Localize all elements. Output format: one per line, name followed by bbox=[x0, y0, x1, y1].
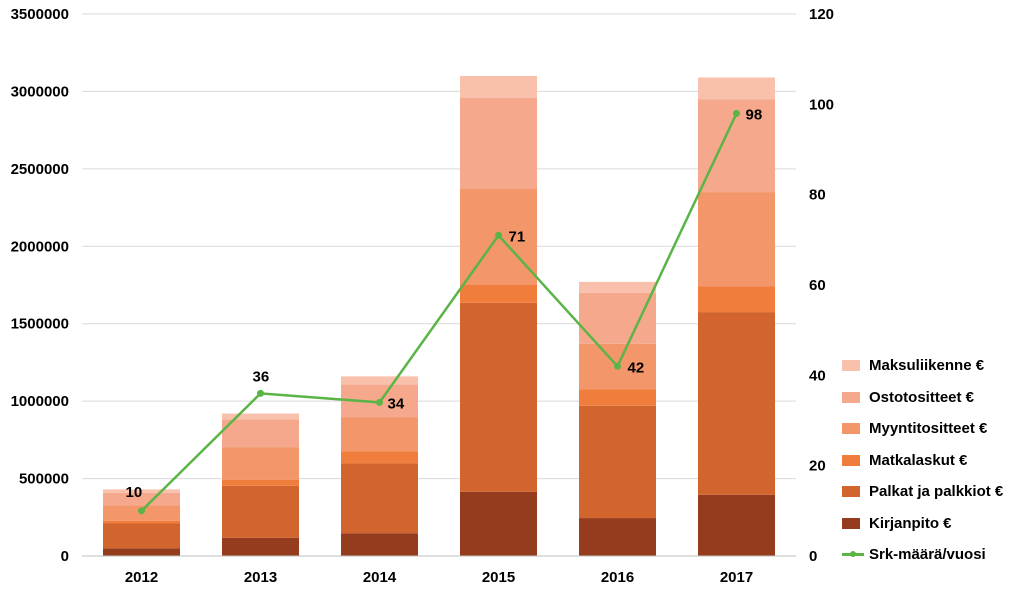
bar-segment bbox=[460, 491, 537, 556]
legend-label: Kirjanpito € bbox=[869, 514, 952, 532]
bar-segment bbox=[579, 389, 656, 406]
bar-segment bbox=[222, 537, 299, 556]
legend-swatch bbox=[842, 360, 860, 372]
x-tick-label: 2017 bbox=[720, 569, 753, 586]
bar-segment bbox=[103, 492, 180, 506]
legend-swatch bbox=[842, 517, 860, 529]
bar-segment bbox=[341, 451, 418, 464]
y-left-tick-label: 0 bbox=[61, 548, 69, 565]
legend-item: Ostotositteet € bbox=[842, 382, 1024, 414]
bar-segment bbox=[698, 494, 775, 556]
y-right-tick-label: 60 bbox=[809, 277, 826, 294]
line-data-label: 34 bbox=[388, 395, 405, 412]
y-right-tick-label: 20 bbox=[809, 458, 826, 475]
legend-swatch bbox=[842, 423, 860, 435]
bar-segment bbox=[460, 75, 537, 98]
bar-segment bbox=[222, 485, 299, 538]
legend-label: Ostotositteet € bbox=[869, 388, 975, 406]
bar-segment bbox=[698, 77, 775, 100]
gridlines bbox=[82, 13, 796, 557]
bar-segment bbox=[341, 463, 418, 534]
bar-segment bbox=[103, 489, 180, 493]
line-point bbox=[138, 507, 145, 515]
line-point bbox=[495, 231, 502, 239]
x-tick-label: 2016 bbox=[601, 569, 634, 586]
legend-item: Palkat ja palkkiot € bbox=[842, 476, 1024, 508]
bar-segment bbox=[222, 447, 299, 480]
line-point bbox=[614, 362, 621, 370]
y-right-tick-label: 0 bbox=[809, 548, 817, 565]
y-left-tick-label: 2000000 bbox=[11, 238, 69, 255]
legend-item: Srk-määrä/vuosi bbox=[842, 539, 1024, 571]
legend-item: Matkalaskut € bbox=[842, 445, 1024, 477]
y-right-tick-label: 40 bbox=[809, 367, 826, 384]
legend-swatch bbox=[842, 486, 860, 498]
bar-segment bbox=[222, 419, 299, 448]
y-left-tick-label: 2500000 bbox=[11, 161, 69, 178]
y-left-tick-label: 3500000 bbox=[11, 6, 69, 23]
legend-line-marker bbox=[842, 549, 864, 560]
bar-segment bbox=[698, 192, 775, 287]
legend-label: Srk-määrä/vuosi bbox=[869, 546, 986, 564]
bar-segment bbox=[579, 292, 656, 344]
bar-segment bbox=[698, 286, 775, 313]
bar-segment bbox=[103, 520, 180, 524]
line-data-label: 71 bbox=[509, 228, 526, 245]
bars bbox=[103, 75, 775, 556]
line-series: 10 36 34 71 42 98 bbox=[126, 106, 763, 515]
y-right-tick-label: 80 bbox=[809, 187, 826, 204]
y-left-tick-label: 500000 bbox=[19, 471, 69, 488]
legend-label: Matkalaskut € bbox=[869, 451, 968, 469]
bar-segment bbox=[579, 518, 656, 556]
y-right-tick-label: 100 bbox=[809, 96, 834, 113]
legend-item: Maksuliikenne € bbox=[842, 350, 1024, 382]
legend-swatch bbox=[842, 454, 860, 466]
bar-segment bbox=[103, 548, 180, 556]
bar-segment bbox=[341, 533, 418, 556]
bar-segment bbox=[460, 97, 537, 189]
bar-segment bbox=[698, 312, 775, 495]
legend-label: Myyntitositteet € bbox=[869, 420, 988, 438]
y-left-tick-label: 1500000 bbox=[11, 316, 69, 333]
bar-segment bbox=[341, 417, 418, 452]
x-tick-label: 2012 bbox=[125, 569, 158, 586]
line-data-label: 98 bbox=[746, 106, 763, 123]
line-data-label: 36 bbox=[253, 368, 270, 385]
bar-segment bbox=[222, 479, 299, 486]
bar-segment bbox=[460, 302, 537, 492]
bar-segment bbox=[103, 523, 180, 549]
line-point bbox=[376, 398, 383, 406]
y-left-tick-label: 1000000 bbox=[11, 393, 69, 410]
x-tick-label: 2013 bbox=[244, 569, 277, 586]
bar-segment bbox=[341, 376, 418, 385]
axes: 0 500000 1000000 1500000 2000000 2500000 30000… bbox=[11, 6, 834, 586]
bar-segment bbox=[222, 413, 299, 420]
legend-label: Maksuliikenne € bbox=[869, 357, 985, 375]
legend-item: Kirjanpito € bbox=[842, 508, 1024, 540]
y-right-tick-label: 120 bbox=[809, 6, 834, 23]
line-data-label: 42 bbox=[628, 359, 645, 376]
bar-segment bbox=[579, 281, 656, 293]
x-tick-label: 2015 bbox=[482, 569, 515, 586]
y-left-tick-label: 3000000 bbox=[11, 83, 69, 100]
bar-segment bbox=[579, 405, 656, 519]
legend-swatch bbox=[842, 391, 860, 403]
legend: Maksuliikenne € Ostotositteet € Myyntitosi… bbox=[842, 350, 1024, 571]
line-series-path bbox=[140, 112, 738, 512]
legend-label: Palkat ja palkkiot € bbox=[869, 483, 1004, 501]
legend-item: Myyntitositteet € bbox=[842, 413, 1024, 445]
x-tick-label: 2014 bbox=[363, 569, 397, 586]
line-point bbox=[733, 109, 740, 117]
line-point bbox=[257, 389, 264, 397]
line-data-label: 10 bbox=[126, 484, 143, 501]
bar-segment bbox=[460, 285, 537, 303]
